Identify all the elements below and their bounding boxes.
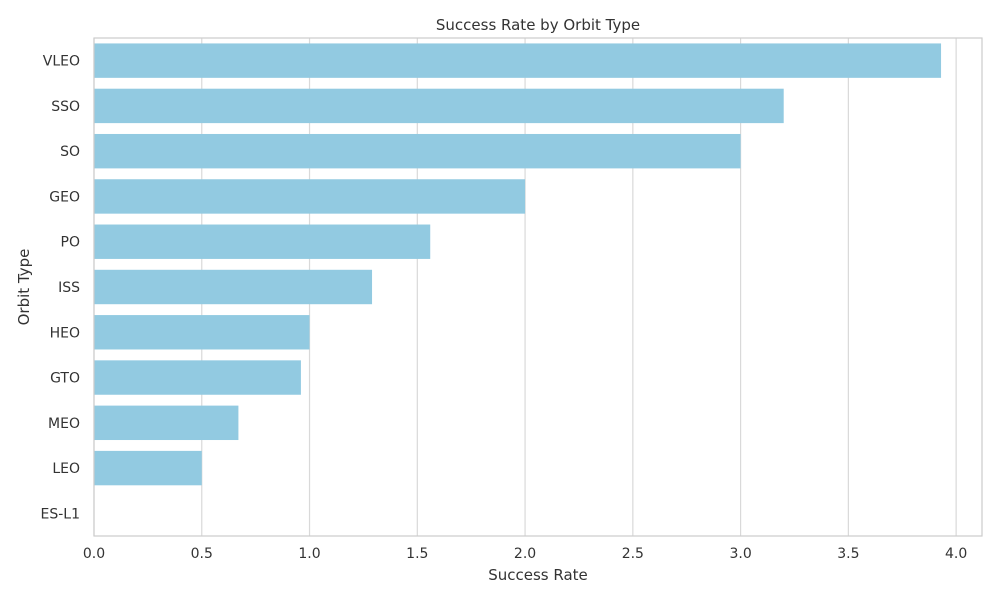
bar <box>94 224 431 259</box>
y-axis-label: Orbit Type <box>15 249 33 326</box>
x-tick-label: 3.0 <box>729 546 751 562</box>
x-tick-labels: 0.0 0.5 1.0 1.5 2.0 2.5 3.0 3.5 4.0 <box>83 546 967 562</box>
y-tick-label: LEO <box>52 461 80 477</box>
x-tick-label: 4.0 <box>945 546 967 562</box>
y-tick-label: GTO <box>50 371 80 387</box>
bar <box>94 43 942 78</box>
bar <box>94 269 373 305</box>
x-tick-label: 1.5 <box>406 546 428 562</box>
plot-border <box>93 37 983 537</box>
x-tick-label: 0.5 <box>191 546 213 562</box>
bars <box>94 43 942 486</box>
x-tick-label: 1.0 <box>298 546 320 562</box>
y-tick-label: GEO <box>49 189 80 205</box>
y-tick-label: PO <box>61 235 80 251</box>
x-tick-label: 2.5 <box>622 546 644 562</box>
bar <box>94 179 526 214</box>
y-tick-label: MEO <box>48 416 80 432</box>
bar <box>94 405 239 441</box>
bar <box>94 133 741 169</box>
bar <box>94 88 784 124</box>
chart-title: Success Rate by Orbit Type <box>436 16 640 34</box>
y-tick-label: SSO <box>51 99 80 115</box>
axes-frame <box>93 37 983 537</box>
x-axis-label: Success Rate <box>488 566 588 584</box>
x-tick-label: 0.0 <box>83 546 105 562</box>
bar <box>94 360 301 395</box>
bar <box>94 315 310 350</box>
y-tick-label: ISS <box>58 280 80 296</box>
y-tick-label: SO <box>60 144 80 160</box>
x-tick-label: 3.5 <box>837 546 859 562</box>
y-tick-labels: VLEO SSO SO GEO PO ISS HEO GTO MEO LEO ES-L1 <box>41 54 81 523</box>
y-tick-label: ES-L1 <box>41 506 81 522</box>
bar <box>94 450 202 486</box>
x-tick-label: 2.0 <box>514 546 536 562</box>
y-tick-label: HEO <box>50 325 80 341</box>
y-tick-label: VLEO <box>43 54 80 70</box>
